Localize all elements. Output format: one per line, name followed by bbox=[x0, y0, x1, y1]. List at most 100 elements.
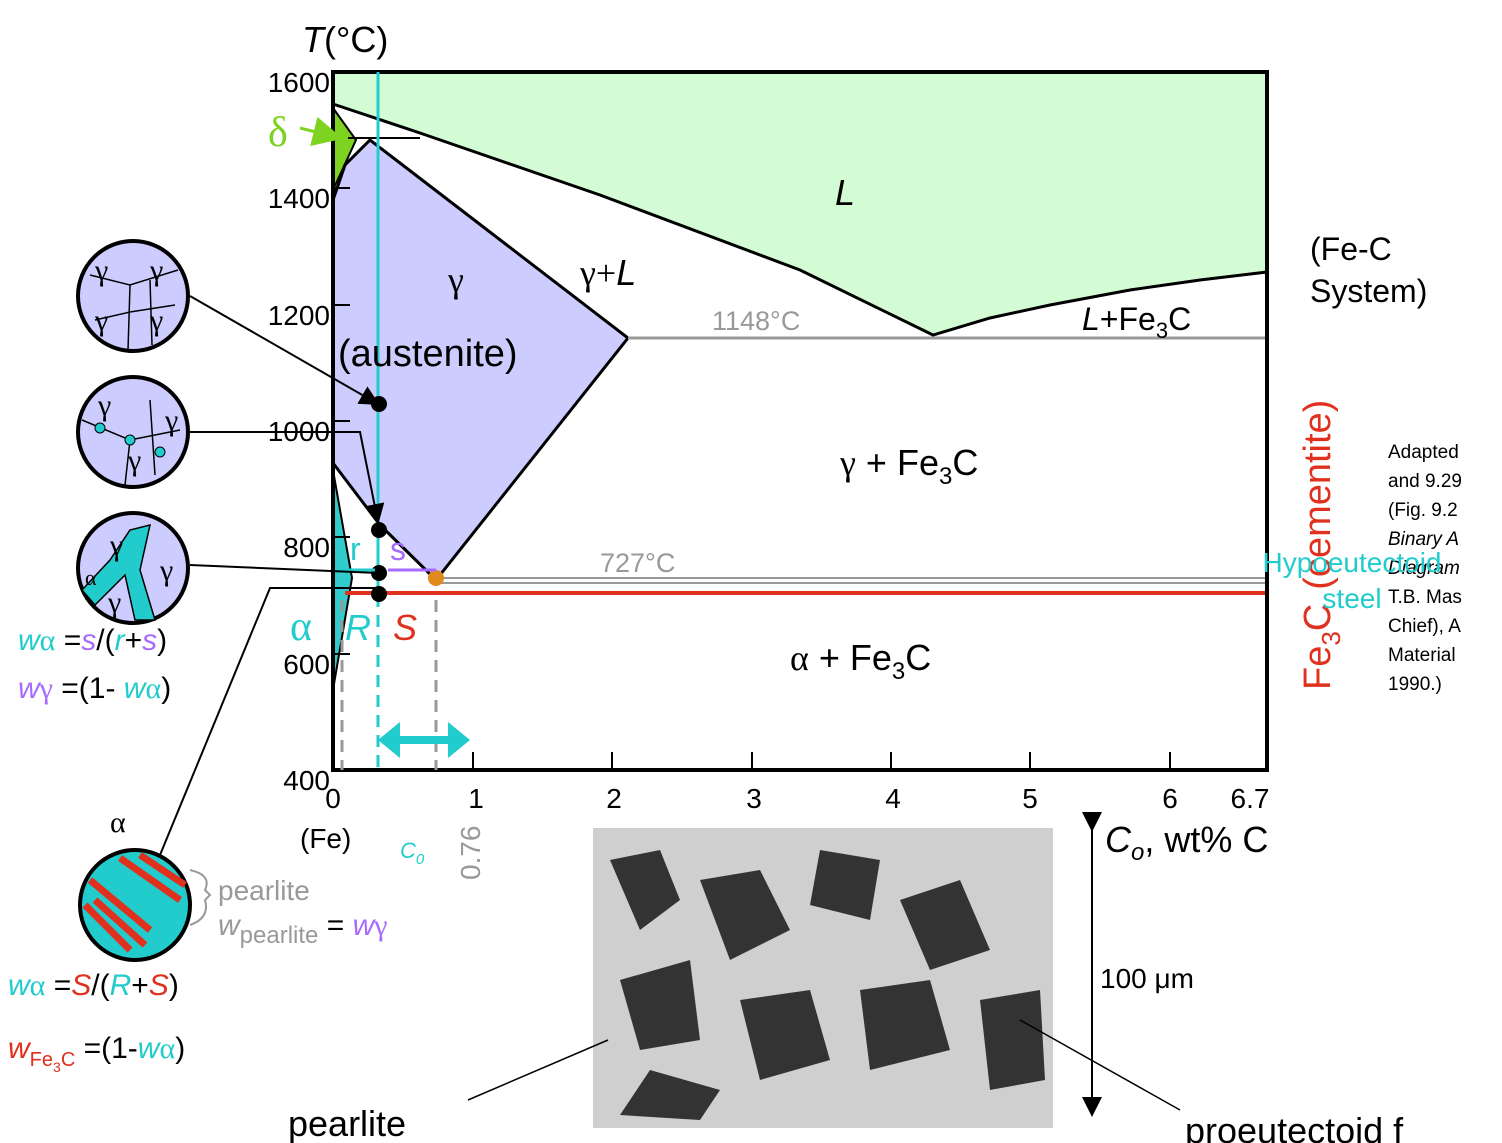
x-axis-label: Co, wt% C bbox=[1105, 819, 1268, 866]
eutectoid-composition: 0.76 bbox=[455, 826, 486, 881]
shape bbox=[468, 1040, 608, 1100]
micro-label: γ bbox=[107, 586, 121, 619]
text-part: =(1- bbox=[75, 1032, 138, 1065]
y-axis-label: T(°C) bbox=[302, 19, 388, 60]
text-part: 3 bbox=[939, 463, 952, 490]
text-part: = bbox=[55, 624, 81, 657]
x-tick-label: 1 bbox=[468, 783, 484, 814]
region-label: r bbox=[350, 531, 361, 567]
text-part: Material bbox=[1388, 645, 1456, 666]
text-part: w bbox=[18, 672, 42, 705]
text-part: ) bbox=[161, 672, 171, 705]
y-tick-label: 800 bbox=[283, 532, 330, 563]
text-part: C bbox=[1105, 819, 1132, 860]
region-label: δ bbox=[268, 110, 288, 156]
micro-label: γ bbox=[149, 304, 163, 337]
region-label: (austenite) bbox=[338, 333, 518, 375]
text-part: and 9.29 bbox=[1388, 471, 1462, 492]
c0-label: C0 bbox=[400, 838, 425, 868]
page: {"y_axis_label":{"var":"T","unit":"(°C)"… bbox=[0, 0, 1502, 1143]
text-part: 1990.) bbox=[1388, 674, 1442, 695]
text-part: /( bbox=[91, 969, 109, 1002]
text-part: w bbox=[353, 909, 377, 942]
text-part: Fe bbox=[30, 1049, 53, 1071]
x-tick-label: 5 bbox=[1022, 783, 1038, 814]
text-part: w bbox=[218, 909, 242, 942]
y-tick-label: 600 bbox=[283, 649, 330, 680]
text-part: L bbox=[616, 252, 636, 293]
text-part: w bbox=[8, 969, 32, 1002]
x-tick-label: 0 bbox=[325, 783, 341, 814]
text-part: System) bbox=[1310, 273, 1427, 309]
text-part: α bbox=[145, 672, 161, 705]
text-part: C bbox=[400, 838, 416, 863]
micro-label: γ bbox=[94, 304, 108, 337]
text-part: γ bbox=[839, 443, 856, 483]
shape bbox=[95, 423, 105, 433]
micro-label: γ bbox=[127, 444, 141, 477]
text-part: + Fe bbox=[856, 442, 939, 483]
shape bbox=[155, 447, 165, 457]
text-part: o bbox=[1131, 839, 1144, 866]
text-part: ) bbox=[169, 969, 179, 1002]
text-part: C bbox=[952, 442, 978, 483]
region-label: γ+L bbox=[579, 252, 636, 293]
text-part: α bbox=[159, 1032, 175, 1065]
region-label: α bbox=[290, 604, 312, 650]
y-tick-label: 1200 bbox=[268, 300, 330, 331]
text-part: γ+ bbox=[579, 253, 616, 293]
text-part: w bbox=[8, 1032, 32, 1065]
pearlite-label: pearlite bbox=[288, 1103, 406, 1143]
region-label: L+Fe3C bbox=[1082, 301, 1191, 343]
x-tick-label: 2 bbox=[606, 783, 622, 814]
text-part: 0 bbox=[416, 851, 425, 868]
text-part: = bbox=[45, 969, 71, 1002]
text-part: Adapted bbox=[1388, 442, 1459, 463]
text-part: S bbox=[71, 969, 91, 1002]
proeutectoid-label: proeutectoid f bbox=[1185, 1110, 1404, 1143]
fe-label: (Fe) bbox=[300, 823, 351, 854]
text-part: 3 bbox=[1316, 631, 1346, 645]
shape bbox=[333, 470, 352, 690]
x-tick-label: 6 bbox=[1162, 783, 1178, 814]
shape bbox=[428, 570, 444, 586]
text-part: γ bbox=[39, 672, 53, 705]
text-part: R bbox=[110, 969, 132, 1002]
y-tick-label: 1400 bbox=[268, 183, 330, 214]
text-part: ) bbox=[175, 1032, 185, 1065]
text-part: pearlite bbox=[240, 922, 319, 949]
text-part: C bbox=[61, 1049, 75, 1071]
text-part: C bbox=[905, 637, 931, 678]
diagram: 1600 1400 1200 1000 800 600 400 0 1 2 3 … bbox=[0, 0, 1502, 1143]
micro-label: γ bbox=[97, 389, 111, 422]
cementite-label: Fe3C(cementite) bbox=[1297, 400, 1346, 690]
micro-label: γ bbox=[159, 554, 173, 587]
text-part: α bbox=[30, 969, 46, 1002]
x-tick-label: 3 bbox=[746, 783, 762, 814]
text-part: , wt% C bbox=[1144, 819, 1268, 860]
shape bbox=[371, 396, 387, 412]
isotherm-label: 727°C bbox=[600, 548, 675, 578]
text-part: L bbox=[1082, 301, 1100, 337]
text-part: steel bbox=[1322, 583, 1381, 614]
shape bbox=[371, 522, 387, 538]
micro-label: α bbox=[85, 565, 97, 590]
text-part: 3 bbox=[53, 1059, 61, 1075]
micro-label: γ bbox=[94, 254, 108, 287]
y-tick-label: 1600 bbox=[268, 67, 330, 98]
text-part: ) bbox=[157, 624, 167, 657]
formula: wFe3C =(1-wα) bbox=[8, 1032, 185, 1075]
text-part: w bbox=[124, 672, 148, 705]
region-label: L bbox=[835, 172, 855, 213]
formula: wpearlite = wγ bbox=[218, 909, 388, 949]
scale-label: 100 μm bbox=[1100, 963, 1194, 994]
text-part: /( bbox=[96, 624, 114, 657]
micrograph bbox=[593, 828, 1053, 1128]
region-label: S bbox=[393, 607, 417, 648]
pearlite-bracket-label: pearlite bbox=[218, 875, 310, 906]
formula: wγ =(1- wα) bbox=[18, 672, 171, 705]
text-part: 3 bbox=[1156, 318, 1168, 343]
text-part: +Fe bbox=[1100, 301, 1156, 337]
micro-label: γ bbox=[149, 254, 163, 287]
